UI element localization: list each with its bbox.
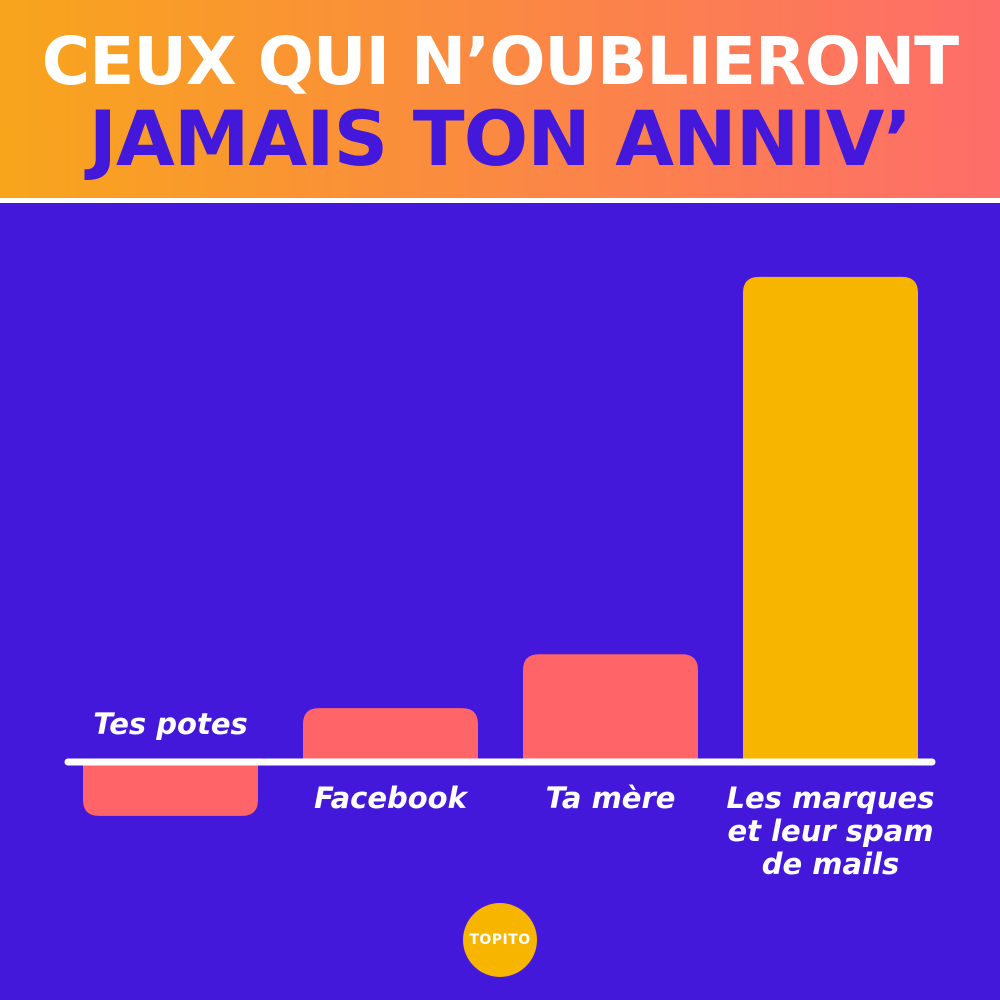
title-banner (0, 0, 1000, 198)
bar-1 (83, 762, 258, 816)
bar-3 (523, 654, 698, 762)
category-label-line: de mails (762, 847, 899, 881)
bar-2 (303, 708, 478, 762)
category-label-2: Facebook (314, 781, 469, 815)
category-label-4: Les marques et leur spam de mails (727, 781, 935, 881)
title-divider (0, 198, 1000, 203)
category-label-line: Tes potes (93, 707, 248, 741)
category-label-line: Facebook (314, 781, 469, 815)
chart-title-line-1: CEUX QUI N’OUBLIERONT (41, 23, 959, 100)
bar-4 (743, 276, 918, 762)
logo-text: TOPITO (469, 932, 531, 948)
chart-title-line-2: JAMAIS TON ANNIV’ (88, 94, 913, 183)
topito-logo: TOPITO (463, 903, 537, 977)
category-label-3: Ta mère (546, 781, 676, 815)
category-label-line: Ta mère (546, 781, 676, 815)
category-label-line: et leur spam (727, 814, 933, 848)
category-label-line: Les marques (727, 781, 935, 815)
category-label-1: Tes potes (93, 707, 248, 741)
